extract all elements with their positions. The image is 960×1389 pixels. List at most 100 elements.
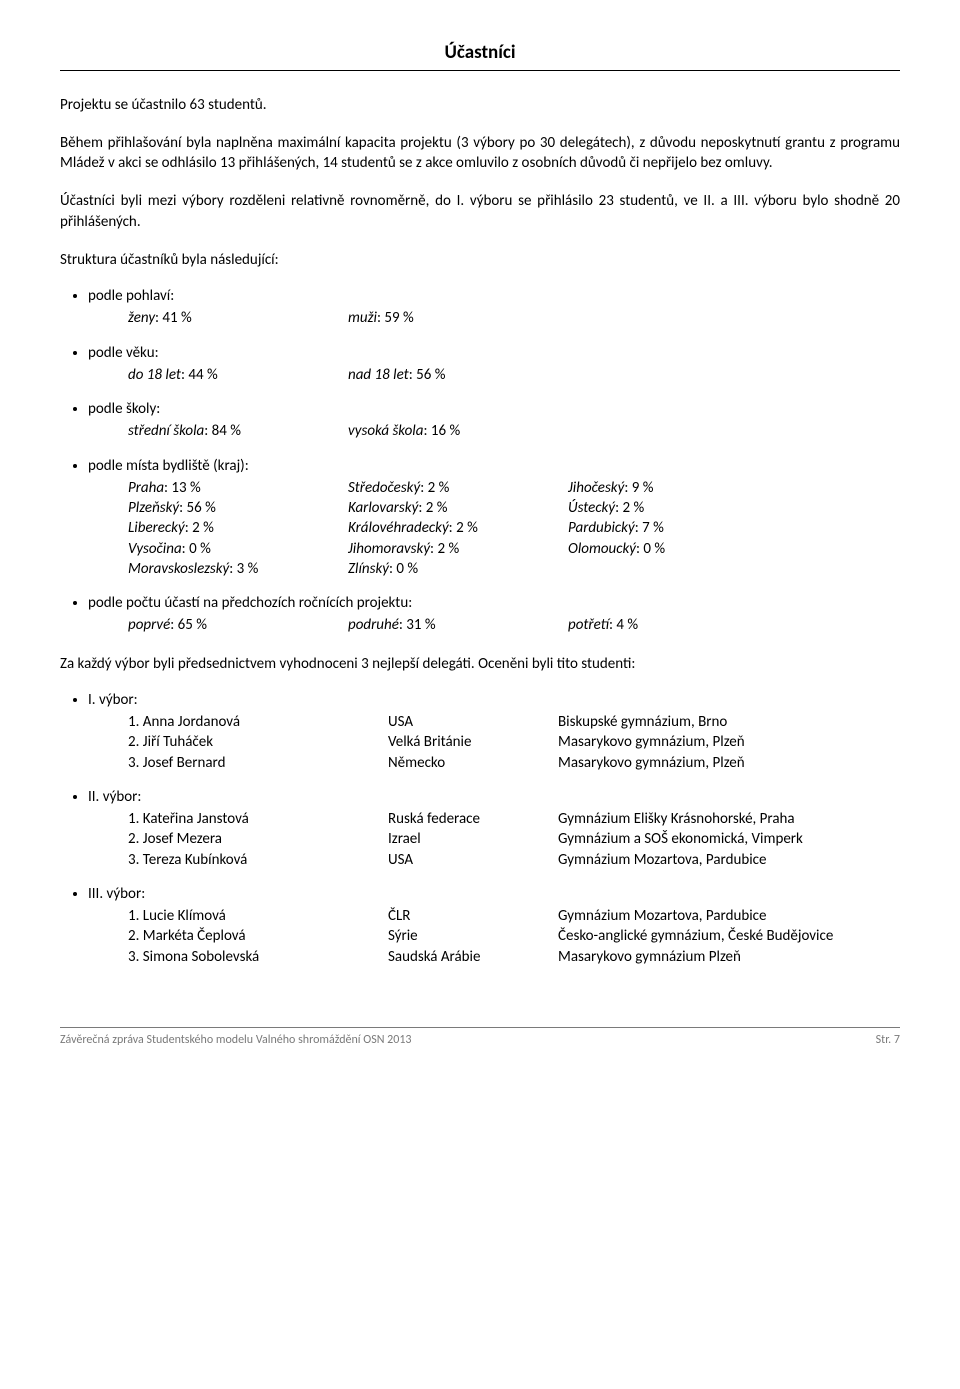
footer-right: Str. 7 xyxy=(876,1032,900,1048)
value-label: Jihočeský xyxy=(568,479,624,497)
region-row: Moravskoslezský: 3 %Zlínský: 0 % xyxy=(128,559,900,579)
page-title: Účastníci xyxy=(60,40,900,66)
value-label: do 18 let xyxy=(128,366,181,384)
committee-label: III. výbor: xyxy=(88,885,145,903)
value-label: Královéhradecký xyxy=(348,519,449,537)
delegate-country: USA xyxy=(388,850,558,870)
value-percent: : 2 % xyxy=(418,499,447,517)
value-percent: : 0 % xyxy=(182,540,211,558)
delegate-row: 1. Anna JordanováUSABiskupské gymnázium,… xyxy=(128,712,900,732)
label: podle školy: xyxy=(88,400,160,418)
value-percent: : 3 % xyxy=(229,560,258,578)
value-percent: : 9 % xyxy=(624,479,653,497)
intro-paragraph-3: Účastníci byli mezi výbory rozděleni rel… xyxy=(60,191,900,232)
region-row: Plzeňský: 56 %Karlovarský: 2 %Ústecký: 2… xyxy=(128,498,900,518)
delegate-name: 2. Josef Mezera xyxy=(128,829,388,849)
footer-left: Závěrečná zpráva Studentského modelu Val… xyxy=(60,1032,412,1048)
delegate-row: 2. Josef MezeraIzraelGymnázium a SOŠ eko… xyxy=(128,829,900,849)
value-percent: : 2 % xyxy=(449,519,478,537)
delegate-school: Gymnázium a SOŠ ekonomická, Vimperk xyxy=(558,829,900,849)
delegate-country: USA xyxy=(388,712,558,732)
delegate-country: Izrael xyxy=(388,829,558,849)
value-percent: : 4 % xyxy=(609,616,638,634)
delegate-school: Gymnázium Mozartova, Pardubice xyxy=(558,906,900,926)
value-percent: : 84 % xyxy=(204,422,241,440)
intro-paragraph-1: Projektu se účastnilo 63 studentů. xyxy=(60,95,900,115)
committees-list: I. výbor:1. Anna JordanováUSABiskupské g… xyxy=(60,690,900,967)
committee-item: II. výbor: 1. Kateřina JanstováRuská fede… xyxy=(88,787,900,870)
value-label: Středočeský xyxy=(348,479,420,497)
structure-list: podle pohlaví: ženy: 41 % muži: 59 % pod… xyxy=(60,286,900,636)
delegate-row: 2. Jiří TuháčekVelká BritánieMasarykovo … xyxy=(128,732,900,752)
delegate-row: 2. Markéta ČeplováSýrieČesko-anglické gy… xyxy=(128,926,900,946)
value-percent: : 0 % xyxy=(636,540,665,558)
structure-item-school: podle školy: střední škola: 84 % vysoká … xyxy=(88,399,900,442)
awards-intro: Za každý výbor byli předsednictvem vyhod… xyxy=(60,654,900,674)
delegate-country: Saudská Arábie xyxy=(388,947,558,967)
delegate-school: Biskupské gymnázium, Brno xyxy=(558,712,900,732)
committee-label: I. výbor: xyxy=(88,691,138,709)
delegate-school: Masarykovo gymnázium Plzeň xyxy=(558,947,900,967)
region-row: Praha: 13 %Středočeský: 2 %Jihočeský: 9 … xyxy=(128,478,900,498)
value-percent: : 44 % xyxy=(181,366,218,384)
value-label: muži xyxy=(348,309,377,327)
delegate-school: Masarykovo gymnázium, Plzeň xyxy=(558,753,900,773)
structure-intro: Struktura účastníků byla následující: xyxy=(60,250,900,270)
value-percent: : 31 % xyxy=(399,616,436,634)
structure-item-gender: podle pohlaví: ženy: 41 % muži: 59 % xyxy=(88,286,900,329)
value-label: Olomoucký xyxy=(568,540,636,558)
value-label: Zlínský xyxy=(348,560,389,578)
delegate-name: 1. Anna Jordanová xyxy=(128,712,388,732)
value-label: ženy xyxy=(128,309,155,327)
intro-paragraph-2: Během přihlašování byla naplněna maximál… xyxy=(60,133,900,174)
value-label: Vysočina xyxy=(128,540,182,558)
value-percent: : 65 % xyxy=(170,616,207,634)
value-percent: : 2 % xyxy=(185,519,214,537)
delegate-school: Gymnázium Mozartova, Pardubice xyxy=(558,850,900,870)
value-percent: : 56 % xyxy=(179,499,216,517)
value-percent: : 41 % xyxy=(155,309,192,327)
value-percent: : 0 % xyxy=(389,560,418,578)
value-percent: : 2 % xyxy=(615,499,644,517)
region-row: Liberecký: 2 %Královéhradecký: 2 %Pardub… xyxy=(128,518,900,538)
delegate-row: 1. Kateřina JanstováRuská federaceGymnáz… xyxy=(128,809,900,829)
structure-item-participation: podle počtu účastí na předchozích ročníc… xyxy=(88,593,900,636)
committee-label: II. výbor: xyxy=(88,788,141,806)
delegate-name: 2. Jiří Tuháček xyxy=(128,732,388,752)
delegate-country: Sýrie xyxy=(388,926,558,946)
value-percent: : 59 % xyxy=(377,309,414,327)
value-label: Plzeňský xyxy=(128,499,179,517)
delegate-row: 1. Lucie KlímováČLRGymnázium Mozartova, … xyxy=(128,906,900,926)
delegate-row: 3. Josef BernardNěmeckoMasarykovo gymnáz… xyxy=(128,753,900,773)
delegate-country: Ruská federace xyxy=(388,809,558,829)
delegate-name: 1. Kateřina Janstová xyxy=(128,809,388,829)
title-underline xyxy=(60,70,900,71)
delegate-school: Gymnázium Elišky Krásnohorské, Praha xyxy=(558,809,900,829)
delegate-name: 3. Simona Sobolevská xyxy=(128,947,388,967)
value-label: Pardubický xyxy=(568,519,635,537)
committee-item: I. výbor: 1. Anna JordanováUSABiskupské g… xyxy=(88,690,900,773)
value-percent: : 56 % xyxy=(409,366,446,384)
delegate-country: ČLR xyxy=(388,906,558,926)
label: podle věku: xyxy=(88,344,159,362)
value-label: střední škola xyxy=(128,422,204,440)
delegate-name: 1. Lucie Klímová xyxy=(128,906,388,926)
value-label: Karlovarský xyxy=(348,499,418,517)
value-label: podruhé xyxy=(348,616,399,634)
delegate-name: 3. Tereza Kubínková xyxy=(128,850,388,870)
value-label: Jihomoravský xyxy=(348,540,430,558)
value-percent: : 2 % xyxy=(420,479,449,497)
value-label: Liberecký xyxy=(128,519,185,537)
value-label: Ústecký xyxy=(568,499,615,517)
structure-item-age: podle věku: do 18 let: 44 % nad 18 let: … xyxy=(88,343,900,386)
value-label: nad 18 let xyxy=(348,366,409,384)
structure-item-region: podle místa bydliště (kraj): Praha: 13 %… xyxy=(88,456,900,580)
value-label: potřetí xyxy=(568,616,609,634)
delegate-country: Německo xyxy=(388,753,558,773)
region-row: Vysočina: 0 %Jihomoravský: 2 %Olomoucký:… xyxy=(128,539,900,559)
value-label: Praha xyxy=(128,479,164,497)
page-footer: Závěrečná zpráva Studentského modelu Val… xyxy=(60,1027,900,1048)
delegate-row: 3. Simona SobolevskáSaudská ArábieMasary… xyxy=(128,947,900,967)
delegate-country: Velká Británie xyxy=(388,732,558,752)
label: podle počtu účastí na předchozích ročníc… xyxy=(88,594,412,612)
